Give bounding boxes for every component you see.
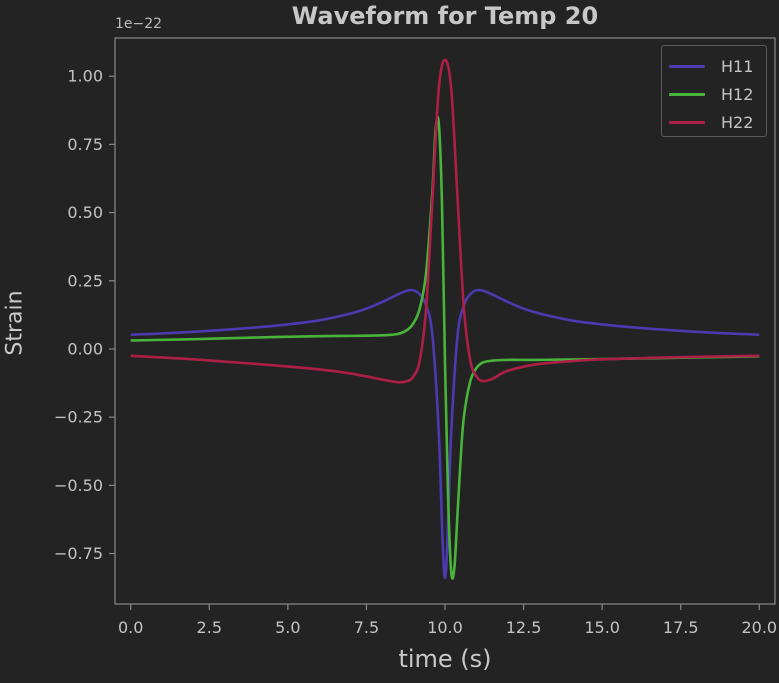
legend-item-h12: H12: [662, 80, 766, 108]
legend: H11 H12 H22: [661, 45, 767, 137]
x-tick-label: 12.5: [506, 618, 542, 637]
x-tick-label: 17.5: [663, 618, 699, 637]
x-tick-label: 2.5: [197, 618, 222, 637]
legend-label-h22: H22: [721, 112, 754, 132]
y-tick-label: 0.00: [67, 339, 103, 358]
legend-item-h11: H11: [662, 52, 766, 80]
series-layer: [130, 58, 760, 580]
series-line-h11: [130, 288, 760, 580]
y-tick-label: −0.75: [54, 544, 103, 563]
legend-swatch-h11: [669, 64, 705, 68]
legend-item-h22: H22: [662, 108, 766, 136]
x-tick-label: 7.5: [354, 618, 379, 637]
legend-label-h12: H12: [721, 84, 754, 104]
series-line-h12: [130, 115, 760, 580]
x-axis-label: time (s): [398, 645, 492, 673]
chart-title: Waveform for Temp 20: [291, 2, 599, 30]
legend-label-h11: H11: [721, 56, 754, 76]
x-tick-label: 5.0: [275, 618, 300, 637]
y-tick-label: 0.75: [67, 135, 103, 154]
y-tick-label: 1.00: [67, 67, 103, 86]
ticks-layer: 0.0 2.5 5.0 7.5 10.0 12.5 15.0 17.5 20.0 −0.75 −0.…: [54, 67, 777, 637]
y-tick-label: −0.50: [54, 476, 103, 495]
x-tick-label: 15.0: [584, 618, 620, 637]
x-tick-label: 10.0: [427, 618, 463, 637]
y-tick-label: 0.50: [67, 203, 103, 222]
y-offset-label: 1e−22: [115, 16, 163, 32]
x-tick-label: 20.0: [741, 618, 777, 637]
y-tick-label: −0.25: [54, 408, 103, 427]
y-tick-label: 0.25: [67, 271, 103, 290]
series-line-h22: [130, 58, 760, 384]
legend-swatch-h22: [669, 120, 705, 124]
legend-swatch-h12: [669, 92, 705, 96]
x-tick-label: 0.0: [118, 618, 143, 637]
